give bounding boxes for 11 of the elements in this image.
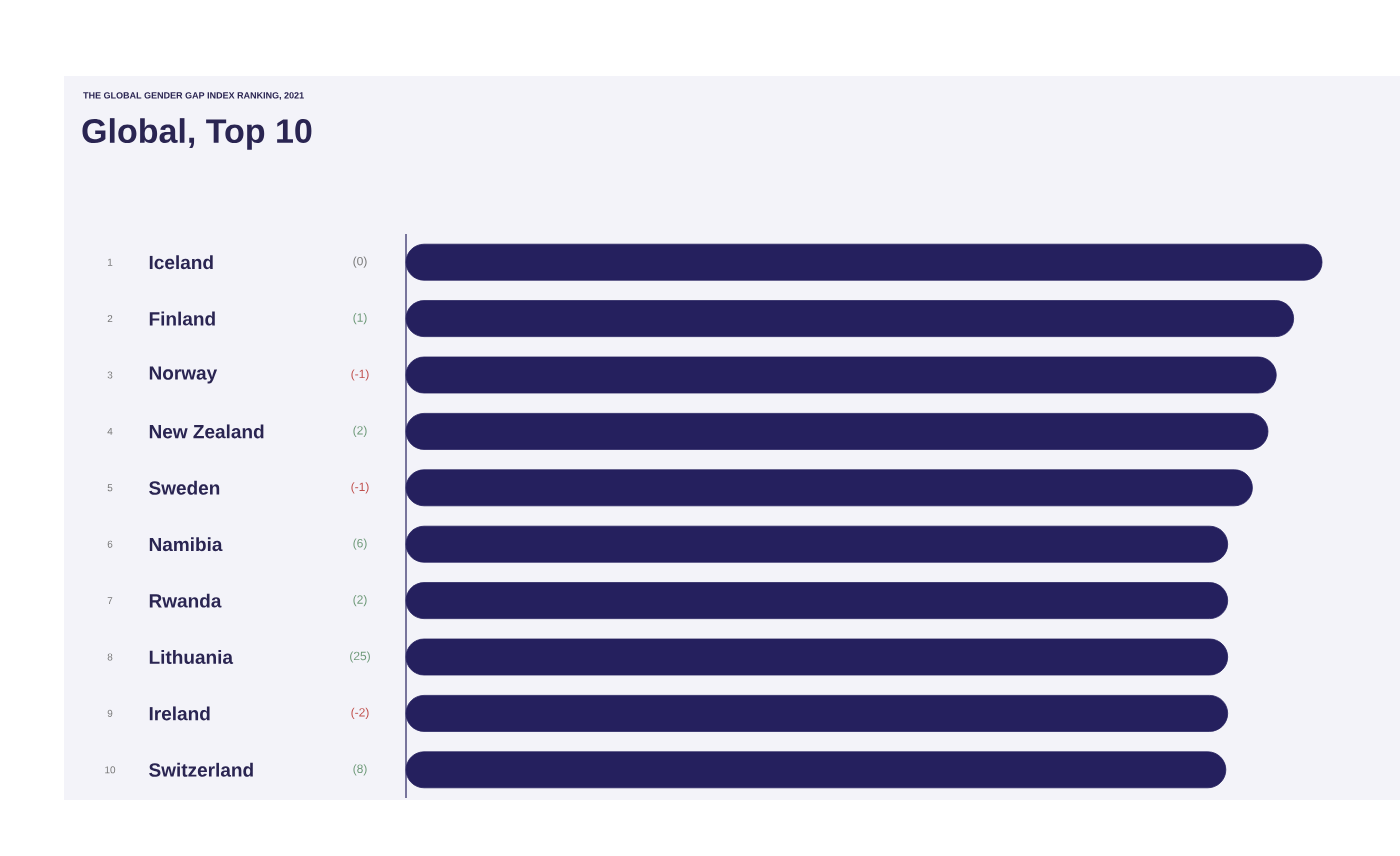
y-tick-label: Lithuania	[149, 650, 234, 664]
y-tick-label: Norway	[149, 366, 218, 384]
chart-title: Global, Top 10	[82, 118, 312, 150]
y-tick-label: Ireland	[149, 706, 210, 721]
y-tick-label: Sweden	[149, 480, 220, 495]
y-tick-label: New Zealand	[149, 424, 264, 439]
y-tick-label: Switzerland	[149, 762, 253, 777]
y-tick-label: Namibia	[149, 537, 223, 552]
y-tick-label: Rwanda	[149, 593, 222, 608]
y-tick-label: Iceland	[149, 255, 213, 270]
y-tick-label: Finland	[149, 311, 215, 326]
